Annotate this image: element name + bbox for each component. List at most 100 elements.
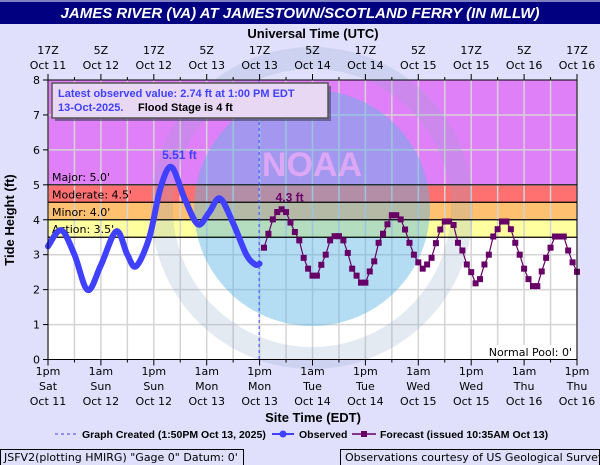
x-top-tick-label: Oct 12 [136, 59, 173, 72]
chart-title: JAMES RIVER (VA) AT JAMESTOWN/SCOTLAND F… [61, 5, 540, 22]
x-tick-label: Oct 16 [506, 395, 543, 408]
x-tick-label: Oct 14 [347, 395, 384, 408]
y-tick-label: 3 [33, 249, 40, 262]
footer-datum-text: JSFV2(plotting HMIRG) "Gage 0" Datum: 0' [3, 451, 238, 464]
x-tick-label: 1am [89, 365, 113, 378]
x-tick-label: Mon [195, 380, 218, 393]
footer-left-box: JSFV2(plotting HMIRG) "Gage 0" Datum: 0' [0, 449, 244, 465]
forecast-point [459, 247, 466, 254]
x-tick-label: 1pm [459, 365, 484, 378]
forecast-point [393, 212, 400, 219]
forecast-point [569, 259, 576, 266]
forecast-point [305, 265, 312, 272]
legend-observed: Observed [299, 429, 347, 441]
forecast-point [472, 280, 479, 287]
x-top-tick-label: 5Z [199, 44, 214, 57]
legend-forecast: Forecast (issued 10:35AM Oct 13) [380, 429, 548, 441]
forecast-point [428, 254, 435, 261]
forecast-point [490, 233, 497, 240]
major-stage-label: Major: 5.0' [52, 171, 110, 184]
forecast-point [529, 283, 536, 290]
forecast-point [318, 261, 325, 268]
x-top-tick-label: Oct 14 [294, 59, 331, 72]
x-top-tick-label: Oct 12 [83, 59, 120, 72]
normal-pool-label: Normal Pool: 0' [489, 346, 572, 359]
forecast-point [402, 226, 409, 233]
x-tick-label: 1am [512, 365, 536, 378]
forecast-point [388, 212, 395, 219]
forecast-point [424, 261, 431, 268]
forecast-point [485, 251, 492, 258]
x-tick-label: 1pm [247, 365, 272, 378]
y-tick-label: 1 [33, 319, 40, 332]
x-tick-label: 1pm [353, 365, 378, 378]
x-axis-title: Site Time (EDT) [265, 410, 361, 425]
forecast-point [441, 218, 448, 225]
x-tick-label: Oct 12 [136, 395, 173, 408]
forecast-point [309, 272, 316, 279]
footer-credit-text: Observations courtesy of US Geological S… [345, 451, 600, 464]
y-tick-label: 4 [33, 214, 40, 227]
forecast-point [450, 221, 457, 228]
forecast-point [454, 239, 461, 246]
x-tick-label: Oct 15 [453, 395, 490, 408]
forecast-point [410, 251, 417, 258]
forecast-point [362, 279, 369, 286]
forecast-point [538, 268, 545, 275]
noaa-watermark-text: NOAA [262, 146, 362, 184]
forecast-point [269, 216, 276, 223]
x-top-tick-label: 5Z [411, 44, 426, 57]
forecast-point [335, 233, 342, 240]
forecast-point [534, 283, 541, 290]
y-tick-label: 7 [33, 109, 40, 122]
y-tick-label: 5 [33, 179, 40, 192]
forecast-point [565, 247, 572, 254]
x-tick-label: Oct 15 [400, 395, 437, 408]
forecast-point [463, 261, 470, 268]
forecast-point [477, 276, 484, 283]
forecast-point [406, 239, 413, 246]
forecast-point [274, 209, 281, 216]
latest-observed-text: Latest observed value: 2.74 ft at 1:00 P… [58, 88, 295, 100]
forecast-point [556, 233, 563, 240]
x-tick-label: Oct 11 [30, 395, 67, 408]
x-top-tick-label: Oct 15 [453, 59, 490, 72]
observed-date-text: 13-Oct-2025. [58, 102, 123, 114]
y-tick-label: 0 [33, 354, 40, 367]
forecast-point [503, 218, 510, 225]
forecast-point [349, 265, 356, 272]
info-box: Latest observed value: 2.74 ft at 1:00 P… [51, 82, 331, 121]
forecast-point [481, 261, 488, 268]
forecast-point [340, 237, 347, 244]
flood-stage-text: Flood Stage is 4 ft [138, 102, 233, 114]
x-top-tick-label: 5Z [517, 44, 532, 57]
forecast-point [521, 265, 528, 272]
x-tick-label: Sun [90, 380, 111, 393]
x-top-tick-label: Oct 15 [400, 59, 437, 72]
x-tick-label: Wed [459, 380, 483, 393]
forecast-point [551, 233, 558, 240]
forecast-point [437, 226, 444, 233]
forecast-point [543, 254, 550, 261]
x-tick-label: Sat [39, 380, 58, 393]
forecast-point [371, 258, 378, 265]
y-tick-label: 2 [33, 284, 40, 297]
forecast-point [344, 249, 351, 256]
forecast-peak-label: 4.3 ft [276, 190, 304, 204]
forecast-point [384, 221, 391, 228]
forecast-point [419, 265, 426, 272]
forecast-point [516, 251, 523, 258]
x-tick-label: Tue [355, 380, 375, 393]
observed-peak-label: 5.51 ft [162, 148, 197, 162]
forecast-point [499, 218, 506, 225]
forecast-point [446, 218, 453, 225]
legend-graph-created: Graph Created (1:50PM Oct 13, 2025) [82, 429, 266, 441]
forecast-point [432, 240, 439, 247]
forecast-point [494, 226, 501, 233]
x-tick-label: Thu [566, 380, 588, 393]
x-tick-label: Oct 14 [294, 395, 331, 408]
x-tick-label: Wed [406, 380, 430, 393]
forecast-point [415, 259, 422, 266]
x-tick-label: Oct 16 [559, 395, 596, 408]
